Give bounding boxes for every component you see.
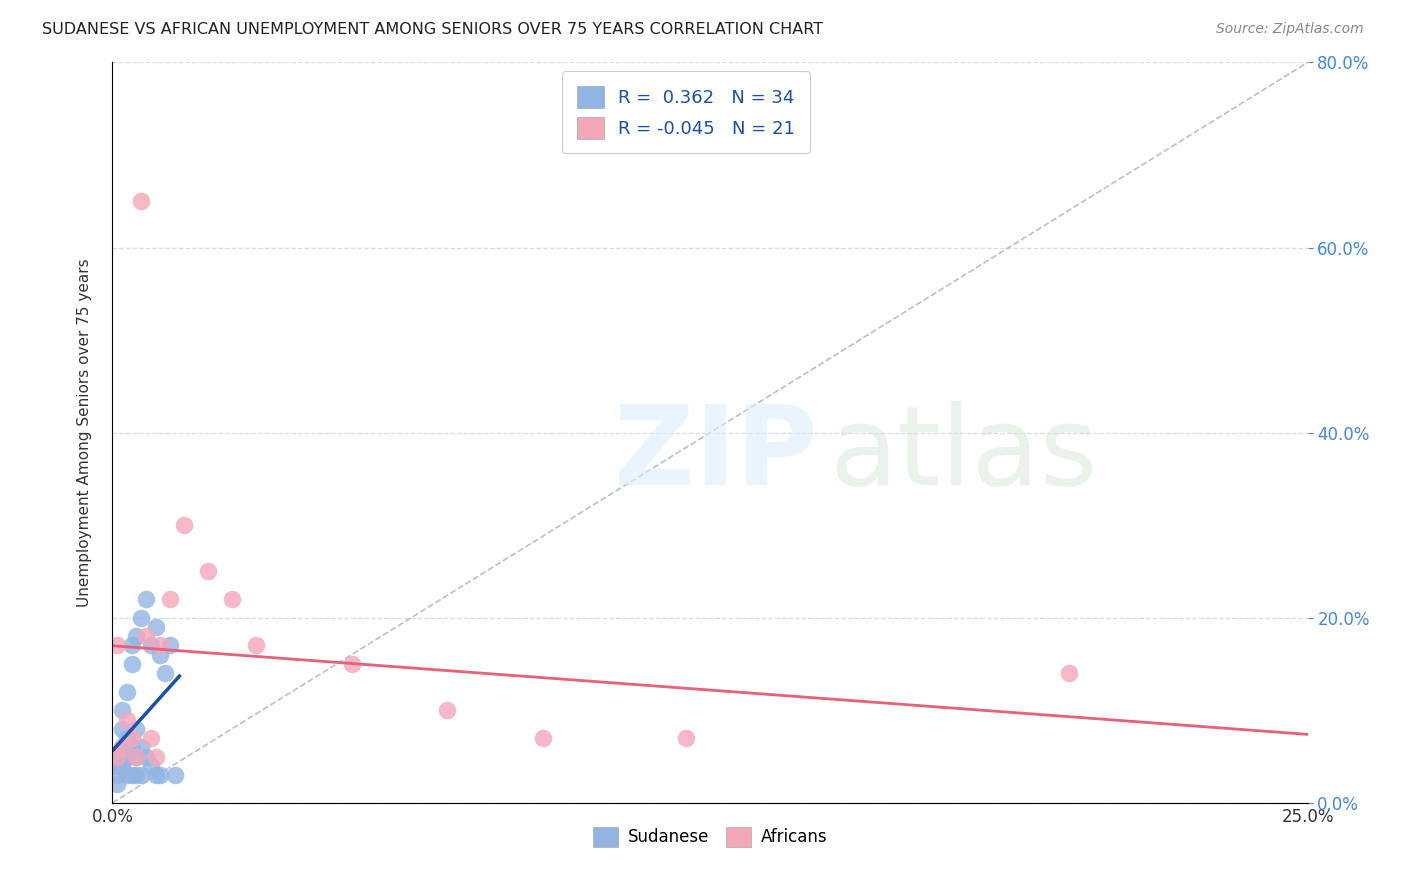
- Text: SUDANESE VS AFRICAN UNEMPLOYMENT AMONG SENIORS OVER 75 YEARS CORRELATION CHART: SUDANESE VS AFRICAN UNEMPLOYMENT AMONG S…: [42, 22, 824, 37]
- Point: [125, 768, 148, 782]
- Point: [149, 639, 172, 653]
- Text: Source: ZipAtlas.com: Source: ZipAtlas.com: [1216, 22, 1364, 37]
- Point: [105, 768, 128, 782]
- Point: [135, 592, 157, 607]
- Point: [129, 610, 152, 624]
- Point: [105, 777, 128, 791]
- Point: [111, 740, 134, 755]
- Point: [129, 194, 152, 209]
- Point: [149, 648, 172, 662]
- Text: atlas: atlas: [830, 401, 1098, 508]
- Point: [105, 639, 128, 653]
- Point: [163, 768, 186, 782]
- Point: [245, 639, 267, 653]
- Point: [197, 565, 219, 579]
- Point: [125, 749, 148, 764]
- Point: [125, 749, 148, 764]
- Point: [153, 666, 176, 681]
- Point: [129, 768, 152, 782]
- Point: [145, 620, 167, 634]
- Point: [111, 703, 134, 717]
- Point: [129, 740, 152, 755]
- Point: [221, 592, 243, 607]
- Point: [115, 713, 138, 727]
- Text: ZIP: ZIP: [614, 401, 818, 508]
- Point: [111, 758, 134, 772]
- Point: [139, 639, 162, 653]
- Point: [105, 758, 128, 772]
- Point: [105, 749, 128, 764]
- Point: [436, 703, 458, 717]
- Point: [125, 629, 148, 643]
- Point: [675, 731, 697, 745]
- Point: [115, 768, 138, 782]
- Point: [121, 740, 143, 755]
- Point: [531, 731, 554, 745]
- Point: [121, 731, 143, 745]
- Point: [139, 758, 162, 772]
- Point: [159, 639, 181, 653]
- Point: [340, 657, 363, 671]
- Point: [115, 685, 138, 699]
- Point: [1057, 666, 1080, 681]
- Point: [135, 749, 157, 764]
- Y-axis label: Unemployment Among Seniors over 75 years: Unemployment Among Seniors over 75 years: [77, 259, 91, 607]
- Point: [125, 722, 148, 736]
- Point: [121, 657, 143, 671]
- Point: [135, 629, 157, 643]
- Point: [121, 768, 143, 782]
- Legend: Sudanese, Africans: Sudanese, Africans: [586, 820, 834, 854]
- Point: [145, 768, 167, 782]
- Point: [159, 592, 181, 607]
- Point: [139, 731, 162, 745]
- Point: [149, 768, 172, 782]
- Point: [115, 731, 138, 745]
- Point: [115, 749, 138, 764]
- Point: [121, 639, 143, 653]
- Point: [111, 740, 134, 755]
- Point: [145, 749, 167, 764]
- Point: [173, 518, 195, 533]
- Point: [105, 749, 128, 764]
- Point: [111, 722, 134, 736]
